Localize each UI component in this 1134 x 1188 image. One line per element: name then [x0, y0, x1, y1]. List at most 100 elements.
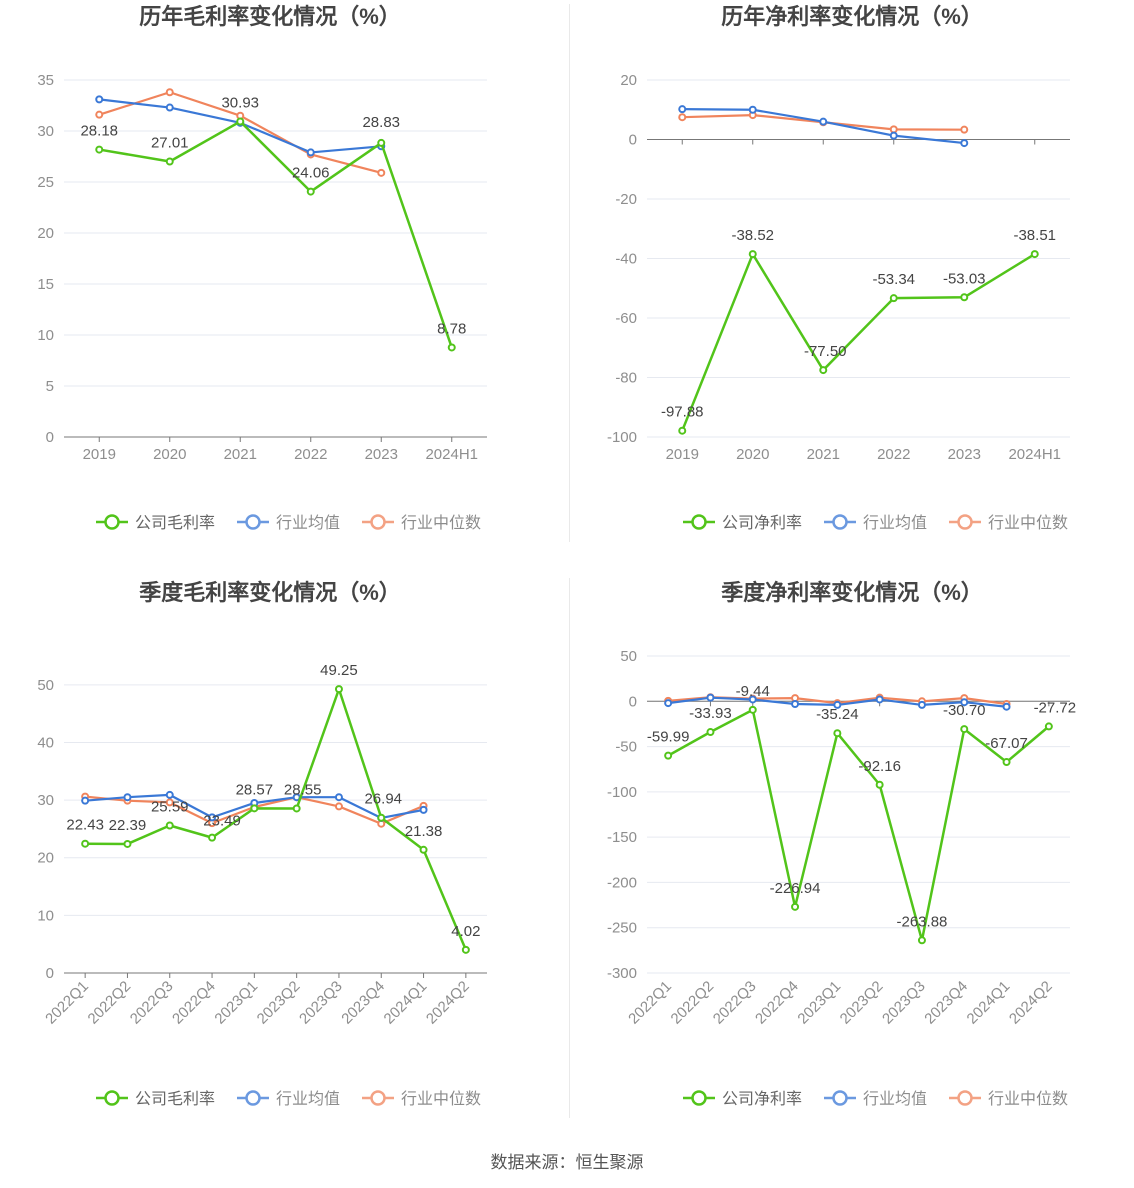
- data-source-note: 数据来源：恒生聚源: [490, 1153, 644, 1172]
- legend-item-company[interactable]: 公司净利率: [683, 1090, 802, 1108]
- data-point-industry-avg[interactable]: [95, 95, 104, 104]
- legend-item-industry-median[interactable]: 行业中位数: [362, 514, 481, 532]
- data-point-industry-avg[interactable]: [165, 103, 174, 112]
- legend-item-company[interactable]: 公司毛利率: [96, 1090, 215, 1108]
- data-point-company[interactable]: [208, 833, 217, 842]
- data-point-company[interactable]: [377, 813, 386, 822]
- data-point-industry-median[interactable]: [678, 113, 687, 122]
- data-point-industry-median[interactable]: [334, 802, 343, 811]
- y-tick-label: 40: [37, 734, 54, 751]
- data-point-company[interactable]: [461, 945, 470, 954]
- data-point-industry-avg[interactable]: [960, 698, 969, 707]
- data-label: 26.94: [364, 791, 402, 808]
- data-point-company[interactable]: [889, 294, 898, 303]
- data-point-company[interactable]: [1044, 722, 1053, 731]
- data-point-company[interactable]: [678, 426, 687, 435]
- data-point-company[interactable]: [377, 138, 386, 147]
- data-point-company[interactable]: [81, 839, 90, 848]
- data-point-company[interactable]: [706, 728, 715, 737]
- data-point-industry-avg[interactable]: [875, 695, 884, 704]
- data-point-industry-avg[interactable]: [165, 790, 174, 799]
- data-point-company[interactable]: [250, 804, 259, 813]
- data-point-company[interactable]: [960, 293, 969, 302]
- data-point-company[interactable]: [748, 705, 757, 714]
- data-point-company[interactable]: [791, 902, 800, 911]
- data-point-company[interactable]: [419, 845, 428, 854]
- y-tick-label: 35: [37, 72, 54, 89]
- data-point-company[interactable]: [1030, 250, 1039, 259]
- data-point-industry-avg[interactable]: [706, 693, 715, 702]
- data-point-company[interactable]: [292, 804, 301, 813]
- data-point-company[interactable]: [960, 725, 969, 734]
- data-point-industry-median[interactable]: [960, 125, 969, 134]
- y-tick-label: 10: [37, 907, 54, 924]
- data-point-industry-avg[interactable]: [678, 105, 687, 114]
- data-point-industry-avg[interactable]: [123, 793, 132, 802]
- legend-item-industry-median[interactable]: 行业中位数: [949, 514, 1068, 532]
- data-point-company[interactable]: [819, 366, 828, 375]
- data-point-company[interactable]: [236, 117, 245, 126]
- data-point-industry-avg[interactable]: [664, 699, 673, 708]
- legend-item-industry-avg[interactable]: 行业均值: [824, 514, 927, 532]
- data-point-industry-avg[interactable]: [748, 695, 757, 704]
- data-point-industry-avg[interactable]: [748, 105, 757, 114]
- x-tick-label: 2024Q1: [964, 978, 1014, 1028]
- data-point-industry-avg[interactable]: [208, 813, 217, 822]
- y-tick-label: 0: [46, 965, 54, 982]
- chart-title: 季度毛利率变化情况（%）: [139, 580, 401, 605]
- data-point-company[interactable]: [165, 157, 174, 166]
- data-point-industry-median[interactable]: [377, 168, 386, 177]
- data-label: -38.52: [731, 227, 774, 244]
- data-point-company[interactable]: [875, 780, 884, 789]
- data-point-industry-avg[interactable]: [306, 148, 315, 157]
- data-point-industry-avg[interactable]: [833, 700, 842, 709]
- data-point-company[interactable]: [447, 343, 456, 352]
- data-point-company[interactable]: [334, 685, 343, 694]
- legend-item-industry-avg[interactable]: 行业均值: [824, 1090, 927, 1108]
- y-tick-label: -100: [607, 784, 637, 801]
- data-point-company[interactable]: [664, 751, 673, 760]
- data-point-company[interactable]: [1002, 758, 1011, 767]
- legend-item-industry-median[interactable]: 行业中位数: [949, 1090, 1068, 1108]
- data-point-industry-avg[interactable]: [334, 793, 343, 802]
- y-tick-label: 50: [620, 648, 637, 665]
- legend-item-industry-avg[interactable]: 行业均值: [237, 1090, 340, 1108]
- data-point-industry-avg[interactable]: [419, 805, 428, 814]
- data-point-company[interactable]: [833, 729, 842, 738]
- legend-marker-icon: [104, 1090, 120, 1106]
- data-point-industry-avg[interactable]: [791, 700, 800, 709]
- data-point-industry-avg[interactable]: [889, 131, 898, 140]
- data-label: -53.03: [943, 270, 986, 287]
- data-point-industry-avg[interactable]: [960, 139, 969, 148]
- series-line-company: [99, 120, 453, 348]
- data-point-company[interactable]: [748, 250, 757, 259]
- data-point-industry-median[interactable]: [889, 125, 898, 134]
- y-tick-label: -50: [615, 739, 637, 756]
- legend-marker-icon: [691, 514, 707, 530]
- legend-item-industry-median[interactable]: 行业中位数: [362, 1090, 481, 1108]
- data-point-company[interactable]: [123, 839, 132, 848]
- data-point-company[interactable]: [306, 187, 315, 196]
- data-point-industry-avg[interactable]: [819, 117, 828, 126]
- y-tick-label: 5: [46, 378, 54, 395]
- data-point-industry-avg[interactable]: [81, 796, 90, 805]
- data-point-company[interactable]: [165, 821, 174, 830]
- data-point-industry-avg[interactable]: [1002, 702, 1011, 711]
- legend-item-industry-avg[interactable]: 行业均值: [237, 514, 340, 532]
- quarterly-gross-margin-chart: 季度毛利率变化情况（%） 0 10 20 30 40 50 2022Q1 2022Q2 2022Q…: [0, 574, 567, 1134]
- legend-marker-icon: [245, 514, 261, 530]
- legend-item-company[interactable]: 公司净利率: [683, 514, 802, 532]
- data-point-company[interactable]: [917, 936, 926, 945]
- data-point-industry-avg[interactable]: [917, 700, 926, 709]
- chart-title: 历年毛利率变化情况（%）: [139, 4, 401, 29]
- legend-marker-icon: [370, 514, 386, 530]
- y-tick-label: -200: [607, 874, 637, 891]
- legend-label: 行业均值: [863, 514, 927, 532]
- data-point-industry-median[interactable]: [165, 798, 174, 807]
- data-point-industry-median[interactable]: [95, 110, 104, 119]
- data-label: 30.93: [221, 95, 259, 112]
- data-point-company[interactable]: [95, 145, 104, 154]
- data-point-industry-median[interactable]: [165, 88, 174, 97]
- legend-item-company[interactable]: 公司毛利率: [96, 514, 215, 532]
- y-tick-label: -300: [607, 965, 637, 982]
